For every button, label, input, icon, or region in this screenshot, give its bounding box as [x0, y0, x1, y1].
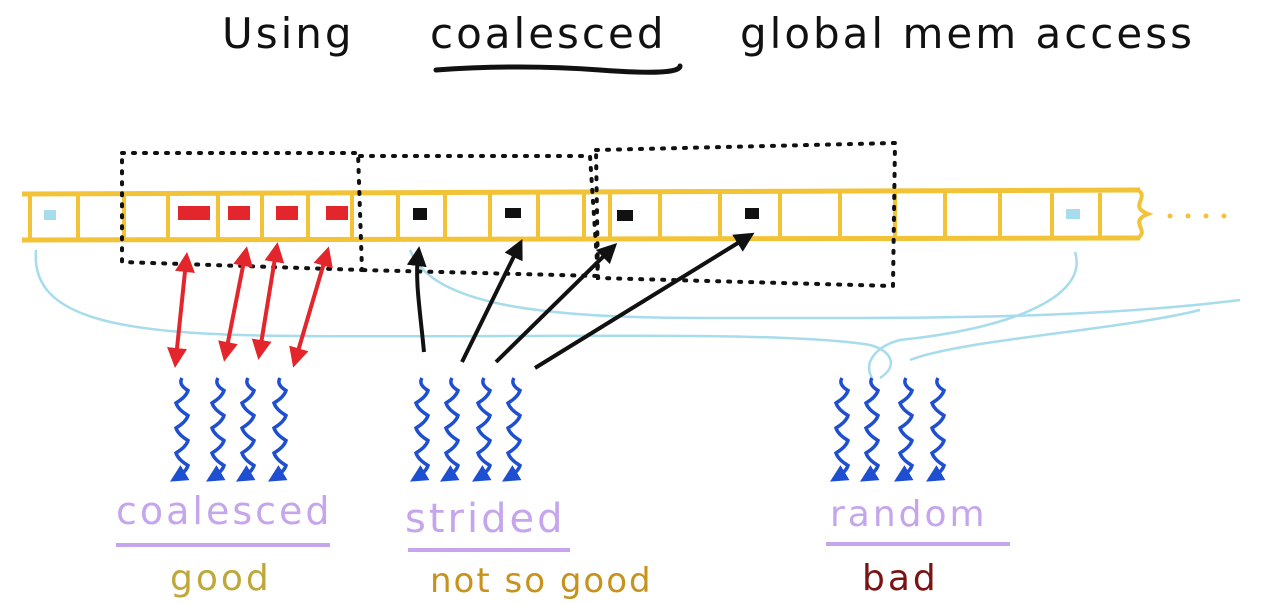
- random-element: [1066, 209, 1080, 219]
- memory-transactions: [120, 140, 898, 289]
- coalesced-element: [178, 206, 210, 220]
- thread-arrow: [471, 377, 493, 482]
- coalesced-element: [326, 206, 348, 220]
- title: Using coalesced global mem access: [222, 9, 1195, 75]
- not-so-good-rating: not so good: [430, 561, 653, 601]
- memory-top-edge: [21, 187, 1141, 197]
- memory-continuation-dot: [1167, 213, 1173, 219]
- title-highlight: coalesced: [430, 9, 667, 58]
- thread-arrow: [235, 377, 257, 482]
- thread-arrow: [409, 377, 431, 482]
- transaction-box-2: [358, 154, 601, 279]
- strided-element: [413, 208, 427, 220]
- memory-continuation: [1136, 188, 1154, 240]
- thread-groups: [169, 377, 947, 482]
- memory-bottom-edge: [21, 235, 1141, 243]
- pattern-labels: coalesced strided random good not so goo…: [116, 489, 1010, 601]
- title-suffix: global mem access: [740, 9, 1195, 58]
- thread-arrow: [829, 377, 851, 482]
- memory-continuation-dot: [1203, 213, 1209, 219]
- memory-array: [21, 187, 1227, 243]
- thread-arrow: [893, 377, 915, 482]
- thread-arrow: [859, 377, 881, 482]
- strided-label: strided: [405, 496, 565, 542]
- accessed-elements: [44, 206, 1080, 221]
- strided-arrows: [406, 232, 755, 370]
- title-prefix: Using: [222, 9, 355, 58]
- coalesced-element: [276, 206, 298, 220]
- strided-element: [617, 210, 633, 221]
- thread-arrow: [439, 377, 461, 482]
- thread-arrow: [925, 377, 947, 482]
- transaction-box-3: [593, 140, 898, 289]
- bad-rating: bad: [862, 558, 939, 599]
- strided-element: [745, 208, 759, 219]
- coalesced-label: coalesced: [116, 489, 333, 533]
- strided-element: [505, 208, 521, 218]
- good-rating: good: [170, 558, 272, 599]
- coalesced-arrows: [167, 242, 333, 368]
- thread-arrow: [267, 377, 289, 482]
- thread-arrow: [205, 377, 227, 482]
- memory-continuation-dot: [1185, 213, 1191, 219]
- random-access-lines: [34, 249, 1241, 380]
- thread-arrow: [501, 377, 523, 482]
- thread-arrow: [169, 377, 191, 482]
- coalesced-element: [228, 206, 250, 220]
- memory-continuation-dot: [1221, 213, 1227, 219]
- random-label: random: [830, 494, 988, 535]
- random-element: [44, 210, 56, 220]
- title-underline: [433, 63, 683, 75]
